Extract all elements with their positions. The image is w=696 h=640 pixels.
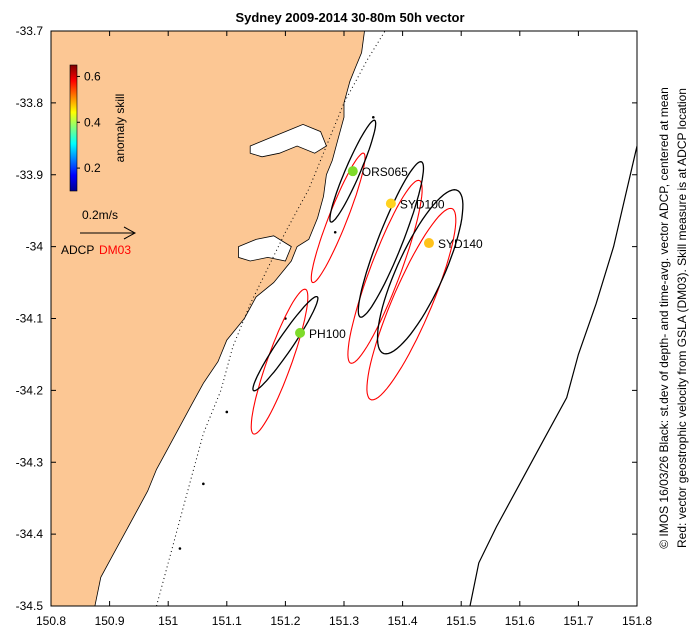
- side-note-line2: Red: vector geostrophic velocity from GS…: [675, 88, 689, 548]
- scale-legend: 0.2m/s ADCP DM03: [61, 208, 137, 257]
- legend-adcp: ADCP: [61, 243, 94, 257]
- y-tick-label: -33.7: [16, 24, 44, 38]
- y-tick-label: -34.1: [16, 312, 44, 326]
- colorbar-gradient: [69, 64, 78, 192]
- station-marker: [385, 198, 396, 209]
- side-note-line1: © IMOS 16/03/26 Black: st.dev of depth- …: [657, 87, 671, 549]
- y-tick-label: -33.8: [16, 96, 44, 110]
- colorbar-label: anomaly skill: [113, 94, 127, 163]
- gsla-ellipse: [366, 207, 457, 401]
- x-axis: 150.8 150.9 151 151.1 151.2 151.3 151.4 151.5 15…: [36, 31, 652, 628]
- x-tick-label: 150.8: [36, 614, 66, 628]
- shelf-contour: [156, 31, 386, 606]
- adcp-ellipse: [252, 295, 319, 392]
- y-axis: -33.7 -33.8 -33.9 -34 -34.1 -34.2 -34.3 -34.4 -3…: [16, 24, 637, 613]
- scale-arrow-label: 0.2m/s: [82, 208, 118, 222]
- plot-area: ORS065 SYD100 SYD140 PH100: [51, 31, 637, 606]
- station-marker: [295, 327, 306, 338]
- colorbar-tick-label: 0.4: [84, 115, 101, 129]
- shelf-marker: [178, 547, 182, 550]
- estuary: [249, 123, 327, 158]
- shelf-marker: [202, 482, 205, 486]
- station-label: SYD100: [400, 198, 445, 212]
- legend-dm03: DM03: [99, 243, 131, 257]
- y-tick-label: -34.5: [16, 599, 44, 613]
- station-label: SYD140: [438, 237, 483, 251]
- estuaries: [238, 123, 327, 262]
- y-tick-label: -34.3: [16, 455, 44, 469]
- shelf-marker: [372, 115, 375, 119]
- gsla-ellipse: [310, 152, 366, 284]
- shelf-markers: [178, 115, 375, 550]
- x-tick-label: 150.9: [95, 614, 125, 628]
- shelf-marker: [333, 230, 337, 234]
- stations: ORS065 SYD100 SYD140 PH100: [295, 165, 483, 341]
- y-tick-label: -34.4: [16, 527, 44, 541]
- x-tick-label: 151.8: [622, 614, 652, 628]
- x-tick-label: 151: [158, 614, 178, 628]
- x-tick-label: 151.7: [563, 614, 593, 628]
- colorbar-tick-label: 0.6: [84, 69, 101, 83]
- colorbar-ticks: 0.2 0.4 0.6: [77, 69, 101, 175]
- scale-arrow-head: [123, 226, 137, 240]
- x-tick-label: 151.4: [388, 614, 418, 628]
- x-tick-label: 151.3: [329, 614, 359, 628]
- y-tick-label: -33.9: [16, 168, 44, 182]
- estuary: [238, 235, 292, 262]
- y-tick-label: -34: [26, 240, 44, 254]
- station-label: PH100: [309, 327, 346, 341]
- chart-title: Sydney 2009-2014 30-80m 50h vector: [235, 10, 464, 25]
- adcp-ellipse: [329, 119, 377, 223]
- y-tick-label: -34.2: [16, 383, 44, 397]
- x-tick-label: 151.1: [212, 614, 242, 628]
- station-marker: [347, 166, 358, 177]
- x-tick-label: 151.5: [446, 614, 476, 628]
- station-label: ORS065: [362, 165, 408, 179]
- colorbar: 0.2 0.4 0.6 anomaly skill: [69, 64, 127, 192]
- station-marker: [423, 238, 434, 249]
- adcp-ellipse: [357, 161, 425, 318]
- x-tick-label: 151.2: [270, 614, 300, 628]
- adcp-ellipse: [376, 189, 464, 355]
- colorbar-tick-label: 0.2: [84, 161, 101, 175]
- land-mass: [51, 31, 365, 606]
- bathymetry-contour: [469, 145, 637, 606]
- shelf-marker: [225, 410, 229, 414]
- x-tick-label: 151.6: [505, 614, 535, 628]
